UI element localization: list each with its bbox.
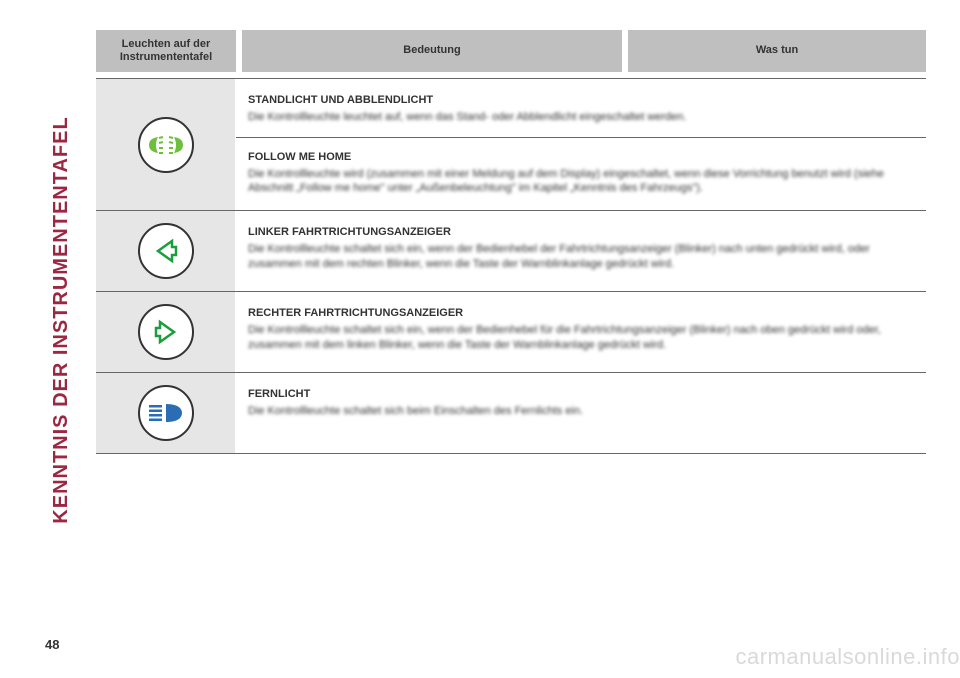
section-body: Die Kontrollleuchte schaltet sich beim E… [248,404,914,419]
icon-cell [96,211,236,291]
table-row: RECHTER FAHRTRICHTUNGSANZEIGER Die Kontr… [96,292,926,373]
header-icon-col: Leuchten auf derInstrumententafel [96,30,236,72]
section-body: Die Kontrollleuchte schaltet sich ein, w… [248,323,914,353]
icon-cell [96,373,236,453]
header-meaning-col: Bedeutung [242,30,622,72]
sidelights-icon [138,117,194,173]
icon-cell [96,79,236,210]
arrow-left-icon [138,223,194,279]
high-beam-icon [138,385,194,441]
arrow-right-icon [138,304,194,360]
sidebar-section-label: KENNTNIS DER INSTRUMENTENTAFEL [50,116,73,523]
section-body: Die Kontrollleuchte leuchtet auf, wenn d… [248,110,914,125]
section-title: FOLLOW ME HOME [248,150,914,165]
section-body: Die Kontrollleuchte schaltet sich ein, w… [248,242,914,272]
section-body: Die Kontrollleuchte wird (zusammen mit e… [248,167,914,197]
section-title: RECHTER FAHRTRICHTUNGSANZEIGER [248,306,914,321]
meaning-cell: FERNLICHT Die Kontrollleuchte schaltet s… [236,373,926,453]
meaning-cell: RECHTER FAHRTRICHTUNGSANZEIGER Die Kontr… [236,292,926,372]
indicator-table: Leuchten auf derInstrumententafel Bedeut… [96,30,926,454]
watermark: carmanualsonline.info [735,644,960,670]
table-row: STANDLICHT UND ABBLENDLICHT Die Kontroll… [96,78,926,211]
section-title: LINKER FAHRTRICHTUNGSANZEIGER [248,225,914,240]
meaning-cell: LINKER FAHRTRICHTUNGSANZEIGER Die Kontro… [236,211,926,291]
table-row: FERNLICHT Die Kontrollleuchte schaltet s… [96,373,926,454]
header-action-col: Was tun [628,30,926,72]
section-title: STANDLICHT UND ABBLENDLICHT [248,93,914,108]
meaning-cell: STANDLICHT UND ABBLENDLICHT Die Kontroll… [236,79,926,210]
page-number: 48 [45,637,59,652]
section-title: FERNLICHT [248,387,914,402]
table-row: LINKER FAHRTRICHTUNGSANZEIGER Die Kontro… [96,211,926,292]
table-header-row: Leuchten auf derInstrumententafel Bedeut… [96,30,926,72]
icon-cell [96,292,236,372]
